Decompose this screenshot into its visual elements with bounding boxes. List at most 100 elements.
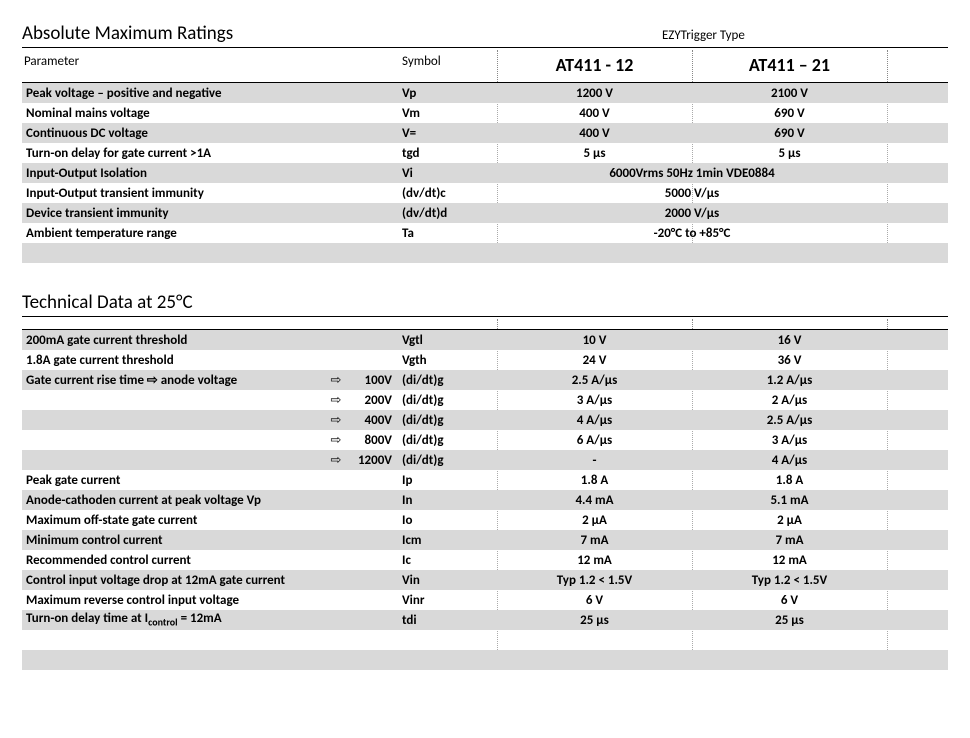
- cell-parameter: Nominal mains voltage: [22, 106, 402, 121]
- cell-value-2: 25 µs: [692, 613, 887, 628]
- cell-symbol: (dv/dt)c: [402, 186, 497, 201]
- col-divider: [887, 319, 888, 329]
- table-row-blank: [22, 630, 948, 650]
- section2-title-row: Technical Data at 25°C: [22, 291, 948, 317]
- cell-parameter: Anode-cathoden current at peak voltage V…: [22, 493, 402, 508]
- cell-value-2: 4 A/µs: [692, 453, 887, 468]
- section1-title-row: Absolute Maximum Ratings EZYTrigger Type: [22, 22, 948, 48]
- table-row: 1.8A gate current thresholdVgth24 V36 V: [22, 350, 948, 370]
- cell-value-1: 2 µA: [497, 513, 692, 528]
- cell-parameter: Peak gate current: [22, 473, 402, 488]
- cell-parameter: Control input voltage drop at 12mA gate …: [22, 573, 402, 588]
- cell-value-2: 36 V: [692, 353, 887, 368]
- table-row: Input-Output IsolationVi6000Vrms 50Hz 1m…: [22, 163, 948, 183]
- table-row: 200mA gate current thresholdVgtl10 V16 V: [22, 330, 948, 350]
- cell-symbol: In: [402, 493, 497, 508]
- cell-symbol: (di/dt)g: [402, 393, 497, 408]
- table-row: Continuous DC voltageV=400 V690 V: [22, 123, 948, 143]
- cell-symbol: Ta: [402, 226, 497, 241]
- cell-value-1: 7 mA: [497, 533, 692, 548]
- table-row: Ambient temperature rangeTa-20°C to +85°…: [22, 223, 948, 243]
- section-absolute-max-ratings: Absolute Maximum Ratings EZYTrigger Type…: [22, 22, 948, 263]
- table-row-blank: [22, 650, 948, 670]
- cell-value-2: 2 µA: [692, 513, 887, 528]
- table-row: ⇨800V(di/dt)g6 A/µs3 A/µs: [22, 430, 948, 450]
- cell-parameter: Peak voltage – positive and negative: [22, 86, 402, 101]
- cell-value-2: 7 mA: [692, 533, 887, 548]
- table-row: Recommended control currentIc12 mA12 mA: [22, 550, 948, 570]
- cell-value-2: 2 A/µs: [692, 393, 887, 408]
- table-row: Maximum reverse control input voltageVin…: [22, 590, 948, 610]
- cell-value-1: 4 A/µs: [497, 413, 692, 428]
- col-divider: [692, 319, 693, 329]
- cell-value-1: 400 V: [497, 126, 692, 141]
- cell-parameter: Gate current rise time ⇨ anode voltage⇨1…: [22, 373, 402, 388]
- table-row: Peak voltage – positive and negativeVp12…: [22, 83, 948, 103]
- cell-parameter: 200mA gate current threshold: [22, 333, 402, 348]
- col-divider: [497, 50, 498, 82]
- cell-value-merged: 2000 V/µs: [497, 206, 887, 221]
- table-row: Control input voltage drop at 12mA gate …: [22, 570, 948, 590]
- cell-symbol: Vinr: [402, 593, 497, 608]
- cell-value-2: 1.2 A/µs: [692, 373, 887, 388]
- cell-value-2: 16 V: [692, 333, 887, 348]
- cell-parameter: ⇨400V: [22, 413, 402, 428]
- table-row: Turn-on delay for gate current >1Atgd5 µ…: [22, 143, 948, 163]
- cell-value-merged: -20°C to +85°C: [497, 226, 887, 241]
- cell-value-1: -: [497, 453, 692, 468]
- table-row: ⇨200V(di/dt)g3 A/µs2 A/µs: [22, 390, 948, 410]
- cell-symbol: V=: [402, 126, 497, 141]
- cell-symbol: tdi: [402, 613, 497, 628]
- hdr-symbol: Symbol: [402, 54, 497, 76]
- col-divider: [497, 319, 498, 329]
- cell-parameter: Input-Output transient immunity: [22, 186, 402, 201]
- section2-title: Technical Data at 25°C: [22, 291, 662, 314]
- cell-parameter: ⇨1200V: [22, 453, 402, 468]
- cell-value-2: 5.1 mA: [692, 493, 887, 508]
- cell-symbol: Io: [402, 513, 497, 528]
- cell-value-1: 12 mA: [497, 553, 692, 568]
- cell-symbol: Vgtl: [402, 333, 497, 348]
- table-row: Maximum off-state gate currentIo2 µA2 µA: [22, 510, 948, 530]
- cell-value-2: 12 mA: [692, 553, 887, 568]
- cell-value-1: 2.5 A/µs: [497, 373, 692, 388]
- hdr-parameter: Parameter: [22, 54, 402, 76]
- cell-value-2: 1.8 A: [692, 473, 887, 488]
- cell-symbol: (di/dt)g: [402, 413, 497, 428]
- cell-parameter: Maximum off-state gate current: [22, 513, 402, 528]
- cell-value-2: 5 µs: [692, 146, 887, 161]
- cell-value-1: 10 V: [497, 333, 692, 348]
- hdr-model-1: AT411 - 12: [497, 54, 692, 76]
- cell-symbol: Vm: [402, 106, 497, 121]
- cell-parameter: Ambient temperature range: [22, 226, 402, 241]
- cell-value-2: 3 A/µs: [692, 433, 887, 448]
- cell-value-2: 2100 V: [692, 86, 887, 101]
- cell-symbol: (di/dt)g: [402, 433, 497, 448]
- cell-value-2: 2.5 A/µs: [692, 413, 887, 428]
- cell-value-2: 690 V: [692, 126, 887, 141]
- table-row-blank: [22, 243, 948, 263]
- section1-table: Peak voltage – positive and negativeVp12…: [22, 83, 948, 263]
- cell-value-1: Typ 1.2 < 1.5V: [497, 573, 692, 588]
- section2-header-row: [22, 319, 948, 330]
- table-row: Turn-on delay time at Icontrol = 12mAtdi…: [22, 610, 948, 630]
- cell-parameter: Input-Output Isolation: [22, 166, 402, 181]
- cell-parameter: ⇨200V: [22, 393, 402, 408]
- table-row: ⇨1200V(di/dt)g-4 A/µs: [22, 450, 948, 470]
- cell-symbol: (dv/dt)d: [402, 206, 497, 221]
- cell-symbol: (di/dt)g: [402, 373, 497, 388]
- cell-value-1: 3 A/µs: [497, 393, 692, 408]
- cell-parameter: Recommended control current: [22, 553, 402, 568]
- table-row: Nominal mains voltageVm400 V690 V: [22, 103, 948, 123]
- cell-symbol: Vgth: [402, 353, 497, 368]
- cell-parameter: Minimum control current: [22, 533, 402, 548]
- cell-symbol: (di/dt)g: [402, 453, 497, 468]
- cell-symbol: Icm: [402, 533, 497, 548]
- cell-value-1: 1.8 A: [497, 473, 692, 488]
- cell-parameter: Turn-on delay time at Icontrol = 12mA: [22, 611, 402, 629]
- table-row: Peak gate currentIp1.8 A1.8 A: [22, 470, 948, 490]
- cell-parameter: ⇨800V: [22, 433, 402, 448]
- cell-value-1: 6 V: [497, 593, 692, 608]
- cell-value-1: 5 µs: [497, 146, 692, 161]
- section1-header-row: Parameter Symbol AT411 - 12 AT411 – 21: [22, 50, 948, 83]
